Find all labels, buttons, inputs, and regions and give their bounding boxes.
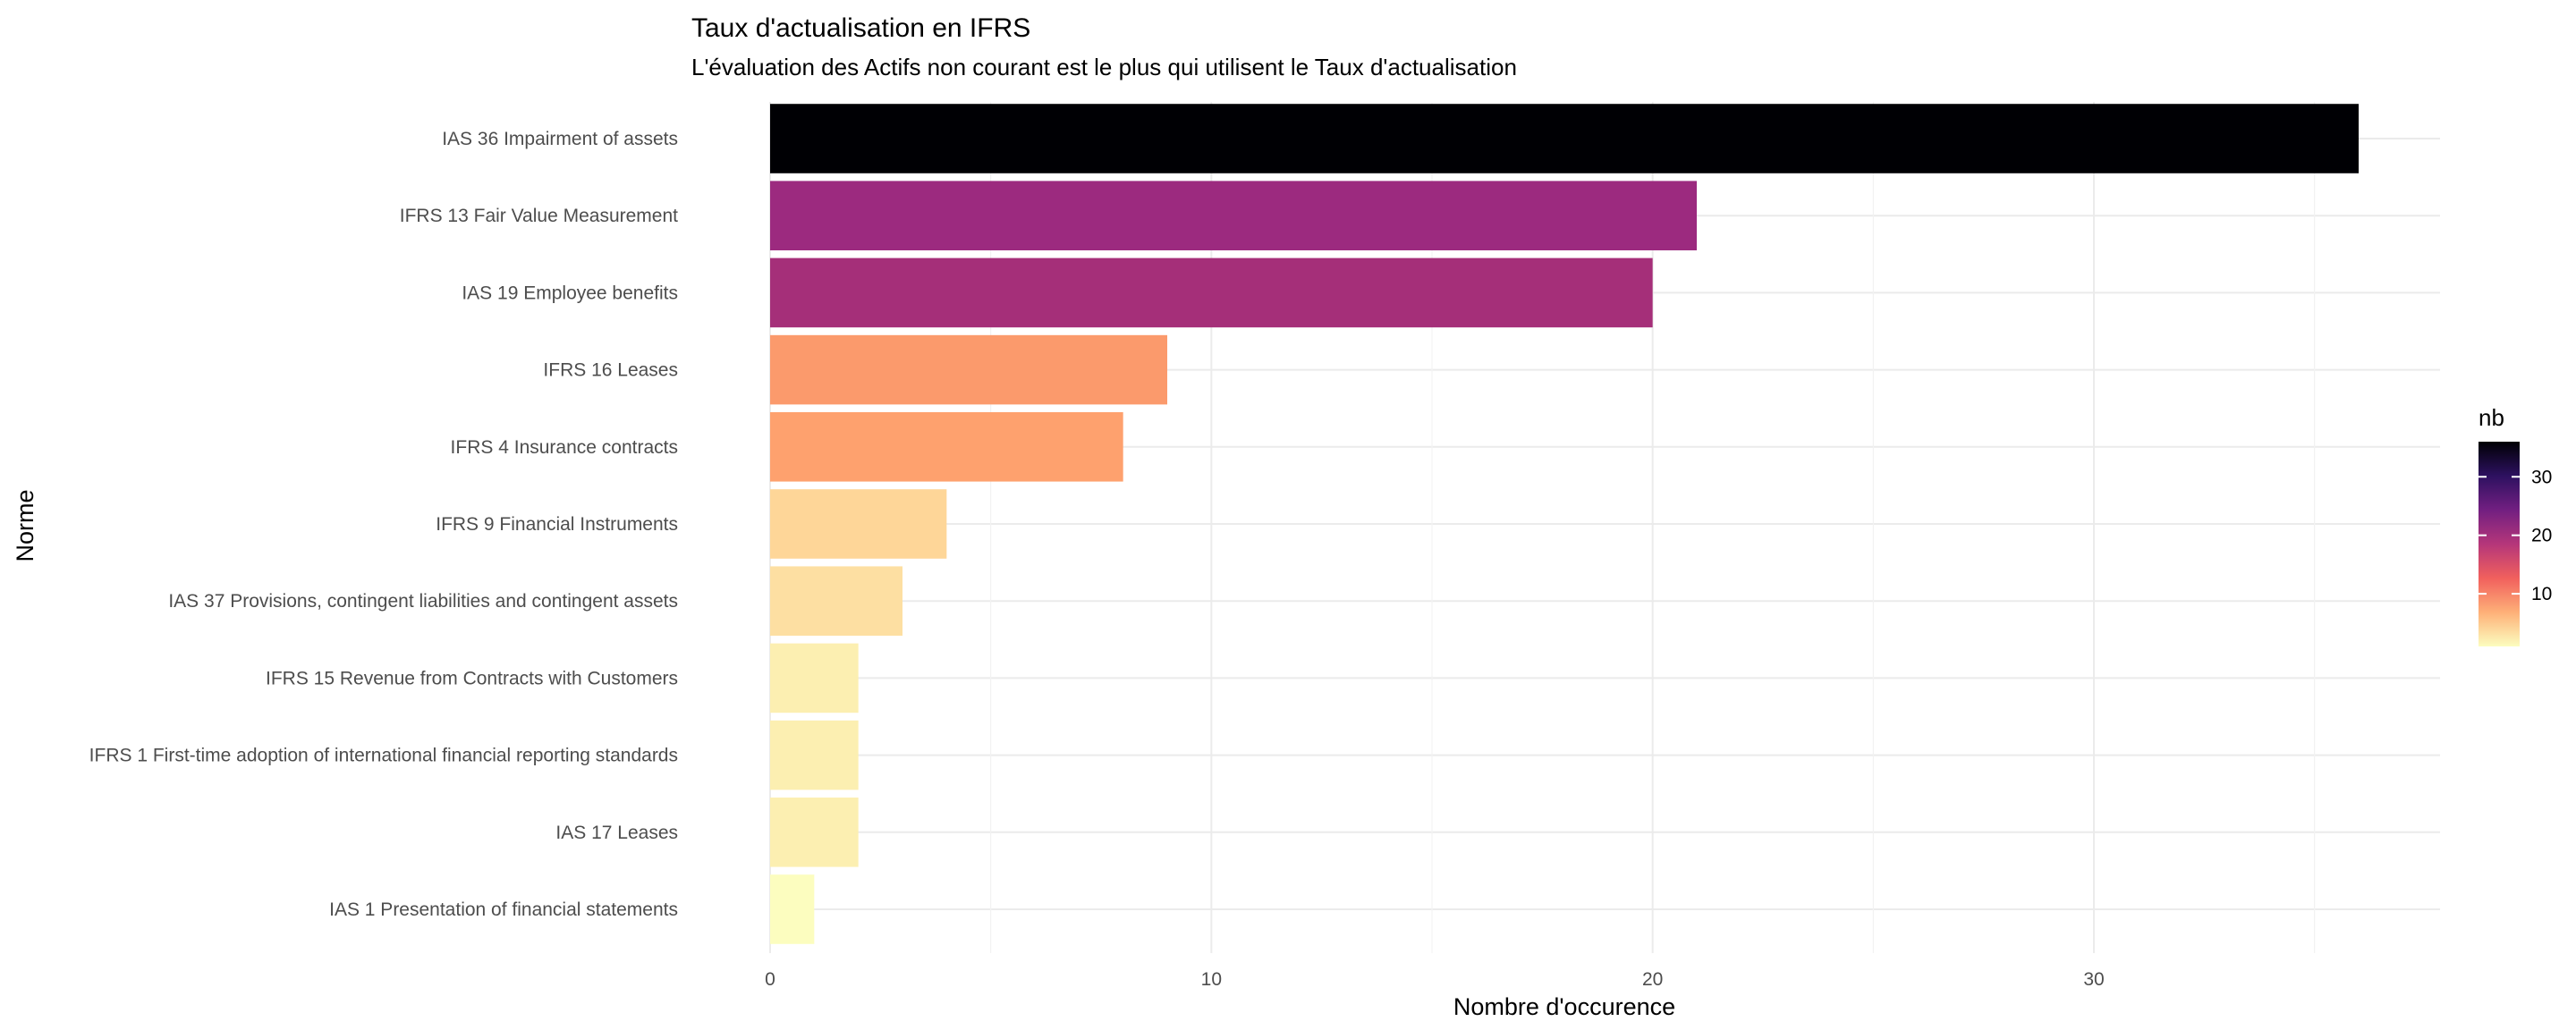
bar	[770, 720, 859, 790]
legend-tick-label: 30	[2531, 467, 2552, 487]
category-label: IAS 17 Leases	[555, 823, 678, 843]
bars	[770, 104, 2359, 944]
category-label: IAS 36 Impairment of assets	[442, 129, 678, 149]
legend-ticks: 10 20 30	[2479, 467, 2552, 604]
category-label: IAS 19 Employee benefits	[462, 283, 678, 303]
bar	[770, 412, 1123, 482]
x-tick-label: 0	[765, 969, 775, 990]
y-axis-title: Norme	[12, 489, 38, 561]
bar	[770, 566, 902, 636]
legend-tick-label: 10	[2531, 584, 2552, 604]
bar	[770, 181, 1697, 250]
bar	[770, 874, 815, 944]
category-label: IFRS 1 First-time adoption of internatio…	[89, 746, 678, 766]
bar	[770, 104, 2359, 173]
bar	[770, 258, 1653, 328]
bar	[770, 334, 1167, 405]
legend-tick-label: 20	[2531, 526, 2552, 546]
category-label: IFRS 9 Financial Instruments	[436, 514, 678, 535]
bar	[770, 798, 859, 867]
x-tick-label: 10	[1201, 969, 1222, 990]
bar	[770, 643, 859, 713]
category-labels: IAS 36 Impairment of assets IFRS 13 Fair …	[89, 129, 678, 920]
chart-title: Taux d'actualisation en IFRS	[691, 13, 1030, 43]
category-label: IFRS 15 Revenue from Contracts with Cust…	[266, 668, 678, 688]
x-tick-labels: 0 10 20 30	[765, 969, 2105, 990]
category-label: IAS 1 Presentation of financial statemen…	[329, 899, 678, 920]
category-label: IAS 37 Provisions, contingent liabilitie…	[168, 591, 678, 612]
legend-title: nb	[2479, 404, 2504, 431]
chart-subtitle: L'évaluation des Actifs non courant est …	[691, 54, 1517, 80]
category-label: IFRS 13 Fair Value Measurement	[400, 206, 678, 226]
x-tick-label: 20	[1642, 969, 1663, 990]
category-label: IFRS 16 Leases	[543, 360, 678, 381]
legend: nb 10 20 30	[2479, 404, 2552, 646]
category-label: IFRS 4 Insurance contracts	[451, 437, 678, 458]
x-tick-label: 30	[2083, 969, 2104, 990]
legend-colorbar	[2479, 442, 2520, 646]
x-axis-title: Nombre d'occurence	[1453, 993, 1675, 1020]
bar	[770, 489, 947, 559]
